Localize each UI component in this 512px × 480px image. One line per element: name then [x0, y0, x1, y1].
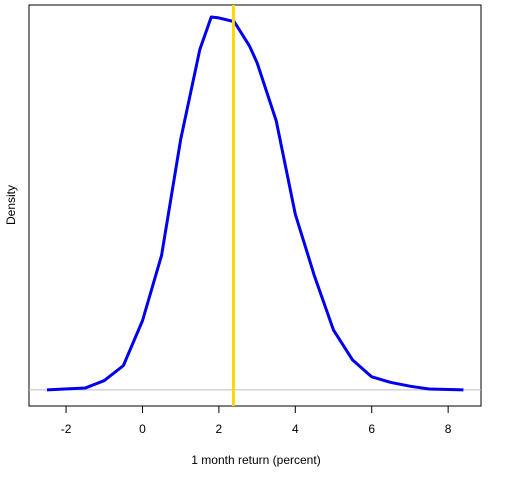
x-tick-label: 6	[368, 422, 375, 436]
x-tick-label: 4	[292, 422, 299, 436]
y-axis-label: Density	[4, 185, 18, 225]
x-tick-label: 2	[216, 422, 223, 436]
density-line	[46, 15, 464, 392]
x-tick-label: -2	[61, 422, 72, 436]
x-axis-label: 1 month return (percent)	[191, 453, 320, 467]
plot-frame	[28, 4, 482, 407]
x-tick-label: 8	[445, 422, 452, 436]
x-tick-label: 0	[139, 422, 146, 436]
